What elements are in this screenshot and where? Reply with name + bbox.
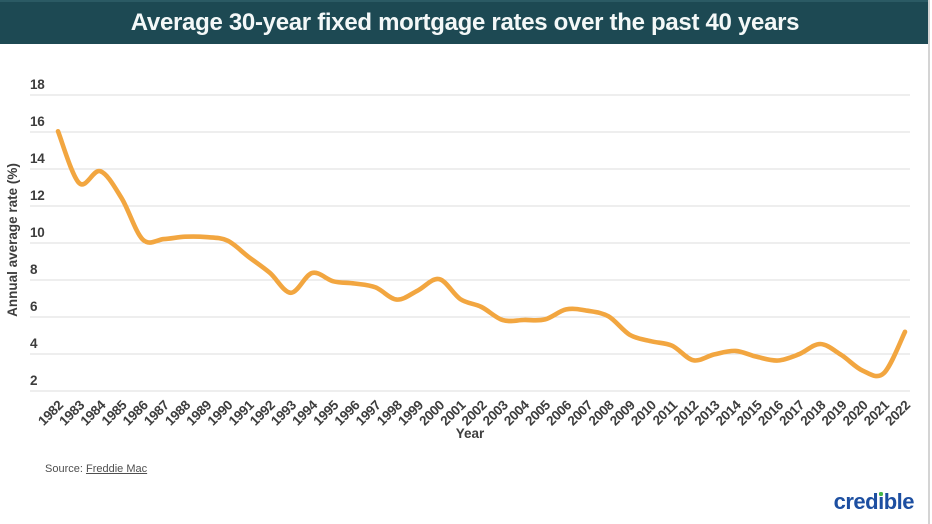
x-tick-labels-group: 1982198319841985198619871988198919901991…	[35, 397, 913, 429]
y-tick-label: 18	[30, 77, 45, 92]
logo-text-post: ble	[883, 489, 915, 514]
gridlines-group	[30, 94, 910, 392]
y-tick-label: 6	[30, 299, 38, 314]
y-tick-labels-group: 2 4 6 8 10 12 14 16 18	[30, 77, 46, 388]
y-tick-label: 4	[30, 336, 38, 351]
right-border-line	[928, 0, 930, 524]
mortgage-rate-chart: 2 4 6 8 10 12 14 16 18 1982198319841985198619871…	[5, 77, 913, 441]
x-axis-title: Year	[456, 426, 485, 441]
y-axis-title: Annual average rate (%)	[5, 163, 20, 317]
y-tick-label: 14	[30, 151, 45, 166]
rate-line	[55, 129, 908, 379]
x-tick-label: 2022	[882, 398, 913, 429]
logo-letter-i: ı	[878, 489, 884, 514]
y-tick-label: 8	[30, 262, 38, 277]
chart-title-bar: Average 30-year fixed mortgage rates ove…	[0, 0, 930, 44]
y-tick-label: 2	[30, 373, 37, 388]
y-tick-label: 10	[30, 225, 44, 240]
chart-title: Average 30-year fixed mortgage rates ove…	[130, 9, 800, 36]
y-tick-label: 12	[30, 188, 44, 203]
source-prefix-label: Source:	[45, 463, 83, 475]
credible-logo: credı ble	[833, 489, 915, 514]
logo-green-dot-icon	[878, 492, 883, 496]
source-attribution: Source: Freddie Mac	[45, 463, 147, 475]
logo-text-pre: cred	[833, 489, 879, 514]
source-link[interactable]: Freddie Mac	[85, 463, 148, 475]
y-tick-label: 16	[30, 114, 45, 129]
